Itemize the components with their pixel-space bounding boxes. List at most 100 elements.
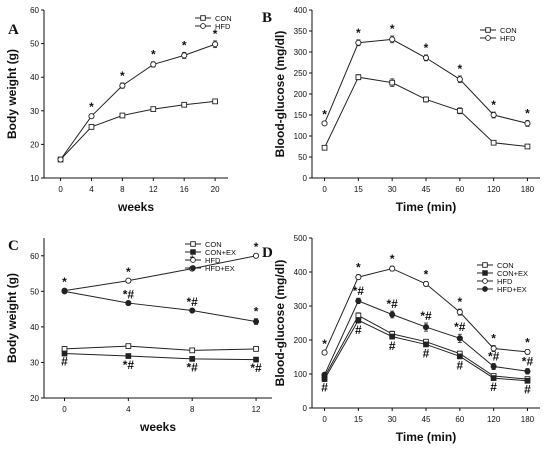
significance-mark: *	[182, 38, 187, 52]
significance-mark: *#	[387, 297, 399, 311]
legend-marker	[200, 15, 206, 21]
data-point	[389, 36, 396, 43]
legend-marker	[190, 265, 196, 271]
series-con-ex: # *# *# *#	[61, 350, 262, 375]
series-con-ex: # # # # # # #	[321, 317, 531, 397]
data-point	[524, 120, 531, 127]
x-tick-label: 45	[422, 415, 431, 424]
data-point	[321, 120, 328, 127]
significance-mark: #	[524, 383, 531, 397]
x-tick-label: 8	[120, 185, 125, 194]
legend-item: HFD	[195, 22, 231, 31]
data-point	[150, 61, 157, 68]
x-axis-title: weeks	[117, 200, 154, 214]
x-tick-label: 30	[388, 185, 397, 194]
data-point	[524, 368, 531, 375]
y-axis-title: Body weight (g)	[5, 49, 19, 139]
data-point	[252, 252, 260, 259]
legend-marker	[190, 241, 196, 247]
legend-item: HFD	[480, 34, 516, 43]
data-point	[389, 79, 396, 86]
data-point	[389, 265, 396, 272]
data-point	[490, 363, 497, 370]
x-tick-label: 120	[487, 185, 501, 194]
significance-mark: *	[525, 106, 530, 120]
legend-marker	[482, 262, 488, 268]
significance-mark: #	[490, 380, 497, 394]
x-tick-label: 60	[455, 415, 464, 424]
legend-item: HFD+EX	[477, 285, 527, 294]
data-point	[422, 54, 430, 61]
data-point	[181, 101, 188, 108]
legend-label: CON	[215, 14, 232, 23]
significance-mark: *	[254, 240, 259, 254]
data-point	[212, 98, 218, 105]
significance-mark: *	[390, 22, 395, 36]
data-point	[189, 347, 196, 354]
legend-marker	[482, 286, 488, 292]
y-tick-label: 0	[303, 174, 308, 183]
significance-mark: #	[389, 339, 396, 353]
x-tick-label: 0	[58, 185, 63, 194]
legend-label: CON+EX	[497, 269, 528, 278]
significance-mark: *#	[187, 361, 199, 375]
legend-item: CON	[185, 240, 222, 249]
data-point	[524, 348, 531, 355]
x-tick-label: 12	[252, 405, 261, 414]
x-tick-label: 120	[487, 415, 501, 424]
legend-item: CON	[477, 261, 514, 270]
y-axis-title: Body weight (g)	[5, 273, 19, 363]
data-point	[252, 318, 260, 325]
data-point	[355, 39, 362, 46]
series-hfd: * * * * *	[57, 27, 219, 163]
data-point	[389, 311, 396, 318]
significance-mark: #	[456, 359, 463, 373]
data-point	[88, 124, 95, 130]
data-point	[355, 74, 362, 81]
series-line	[64, 255, 257, 292]
legend-marker	[200, 23, 206, 29]
y-tick-label: 40	[30, 323, 39, 332]
y-tick-label: 40	[30, 73, 39, 82]
data-point	[490, 139, 497, 146]
significance-mark: *	[254, 305, 259, 319]
legend-marker	[190, 257, 196, 263]
panel-letter: C	[8, 238, 19, 254]
y-tick-label: 100	[294, 370, 308, 379]
legend-label: CON	[205, 240, 222, 249]
data-point	[321, 144, 328, 151]
legend-item: CON+EX	[477, 269, 528, 278]
series-hfd-ex: *# *# *	[61, 288, 260, 325]
data-point	[355, 317, 362, 324]
significance-mark: *#	[250, 361, 262, 375]
significance-mark: *#	[454, 320, 466, 334]
significance-mark: *	[390, 252, 395, 266]
series-line	[60, 100, 216, 160]
significance-mark: *	[424, 41, 429, 55]
significance-mark: *	[457, 295, 462, 309]
x-tick-label: 16	[180, 185, 189, 194]
data-point	[456, 107, 463, 114]
legend-marker	[482, 270, 488, 276]
data-point	[490, 375, 497, 381]
legend-label: HFD	[205, 256, 221, 265]
data-point	[150, 106, 157, 112]
data-point	[61, 350, 68, 357]
y-tick-label: 200	[294, 90, 308, 99]
x-tick-label: 8	[190, 405, 195, 414]
y-tick-label: 0	[303, 404, 308, 413]
significance-mark: *#	[123, 288, 135, 302]
data-point	[253, 356, 259, 363]
data-point	[422, 324, 430, 331]
significance-mark: *#	[353, 284, 365, 298]
legend-item: HFD	[185, 256, 221, 265]
data-point	[355, 274, 362, 281]
series-con	[61, 343, 259, 354]
significance-mark: *	[322, 108, 327, 122]
y-tick-label: 10	[30, 174, 39, 183]
data-point	[524, 143, 531, 150]
x-tick-label: 60	[455, 185, 464, 194]
legend-marker	[485, 27, 491, 33]
x-axis-title: weeks	[139, 420, 176, 434]
